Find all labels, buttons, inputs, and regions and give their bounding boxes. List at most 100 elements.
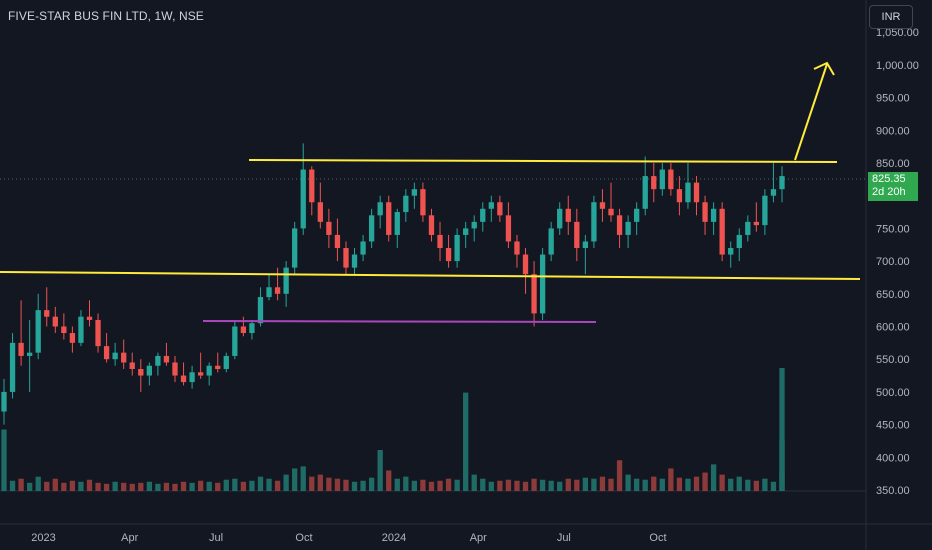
candle — [591, 195, 597, 249]
candle-body — [779, 176, 785, 190]
symbol-title[interactable]: FIVE-STAR BUS FIN LTD, 1W, NSE — [8, 9, 204, 23]
volume-bar — [9, 480, 16, 491]
candle — [257, 287, 264, 327]
currency-button[interactable]: INR — [869, 5, 913, 29]
candle — [736, 228, 742, 262]
candle — [770, 163, 777, 203]
candle-body — [762, 195, 768, 226]
volume-bar — [539, 479, 546, 491]
candle-body — [334, 234, 341, 249]
candle — [659, 163, 665, 196]
volume-bar — [608, 478, 614, 491]
price-tick-label: 1,050.00 — [876, 27, 919, 39]
volume-bars — [1, 368, 785, 491]
volume-bar — [283, 474, 289, 491]
price-tick-label: 700.00 — [876, 256, 910, 268]
candle-body — [599, 202, 606, 209]
volume-bar — [634, 478, 640, 491]
candle-body — [257, 297, 264, 324]
volume-bar — [215, 482, 221, 491]
candle — [582, 234, 589, 275]
candle — [103, 333, 110, 363]
candle — [35, 293, 41, 360]
candle — [292, 221, 298, 275]
candle-body — [35, 310, 41, 353]
candle — [642, 156, 648, 216]
candle — [61, 313, 67, 340]
volume-bar — [69, 480, 76, 491]
volume-bar — [334, 478, 341, 491]
volume-bar — [599, 476, 606, 491]
candle — [377, 195, 383, 229]
candle-body — [522, 254, 529, 275]
candle-body — [454, 234, 460, 262]
candle — [634, 202, 640, 235]
candle — [189, 365, 195, 389]
candle-body — [129, 362, 135, 370]
candle — [112, 342, 118, 366]
volume-bar — [266, 478, 272, 491]
volume-bar — [522, 481, 529, 491]
volume-bar — [463, 392, 469, 491]
candle-body — [368, 215, 375, 242]
resistance-line[interactable] — [248, 159, 838, 163]
breakout-arrow[interactable] — [794, 63, 828, 161]
candle-body — [728, 248, 734, 255]
candle — [26, 319, 33, 392]
candle-body — [155, 355, 161, 366]
candle-body — [634, 208, 640, 222]
candle — [625, 215, 631, 249]
candle — [360, 234, 366, 262]
candle-body — [112, 352, 118, 360]
candle-body — [745, 221, 751, 235]
volume-bar — [86, 479, 93, 491]
candle — [651, 163, 657, 203]
candle-body — [300, 169, 306, 229]
candle-body — [78, 316, 84, 343]
candle — [232, 319, 238, 360]
candle-body — [445, 248, 452, 262]
price-candles — [1, 143, 785, 425]
volume-bar — [377, 450, 383, 491]
volume-bar — [753, 480, 760, 491]
candle-body — [351, 254, 358, 268]
candle — [215, 352, 221, 373]
candle — [693, 176, 700, 216]
volume-bar — [471, 474, 477, 491]
volume-bar — [557, 481, 563, 491]
candle-body — [172, 362, 178, 376]
candle — [676, 176, 683, 216]
volume-bar — [736, 476, 742, 491]
volume-bar — [531, 478, 537, 491]
candle-body — [488, 202, 494, 209]
candle-body — [26, 352, 33, 356]
candle-body — [582, 241, 589, 249]
volume-bar — [668, 468, 674, 491]
candle-body — [659, 169, 665, 190]
candle — [616, 208, 623, 249]
last-price-badge: 825.35 2d 20h — [868, 172, 918, 201]
candle — [445, 234, 452, 268]
volume-bar — [411, 480, 418, 491]
volume-bar — [240, 481, 247, 491]
candle — [420, 182, 426, 222]
support-line-purple[interactable] — [202, 320, 597, 323]
candle — [163, 342, 170, 366]
time-tick-label: Jul — [209, 532, 223, 544]
candle — [129, 352, 135, 376]
price-tick-label: 550.00 — [876, 354, 910, 366]
candle-body — [326, 221, 332, 235]
bar-countdown: 2d 20h — [872, 186, 906, 198]
candle-body — [386, 202, 392, 235]
time-axis[interactable]: 2023 Apr Jul Oct 2024 Apr Jul Oct — [31, 532, 666, 544]
candle-body — [642, 176, 648, 209]
volume-bar — [155, 483, 161, 491]
support-trendline[interactable] — [0, 271, 861, 280]
candle-body — [710, 208, 717, 222]
candle — [274, 267, 281, 301]
volume-bar — [394, 478, 400, 491]
candle-body — [685, 182, 691, 203]
candle-body — [420, 189, 426, 216]
candle — [762, 189, 768, 235]
